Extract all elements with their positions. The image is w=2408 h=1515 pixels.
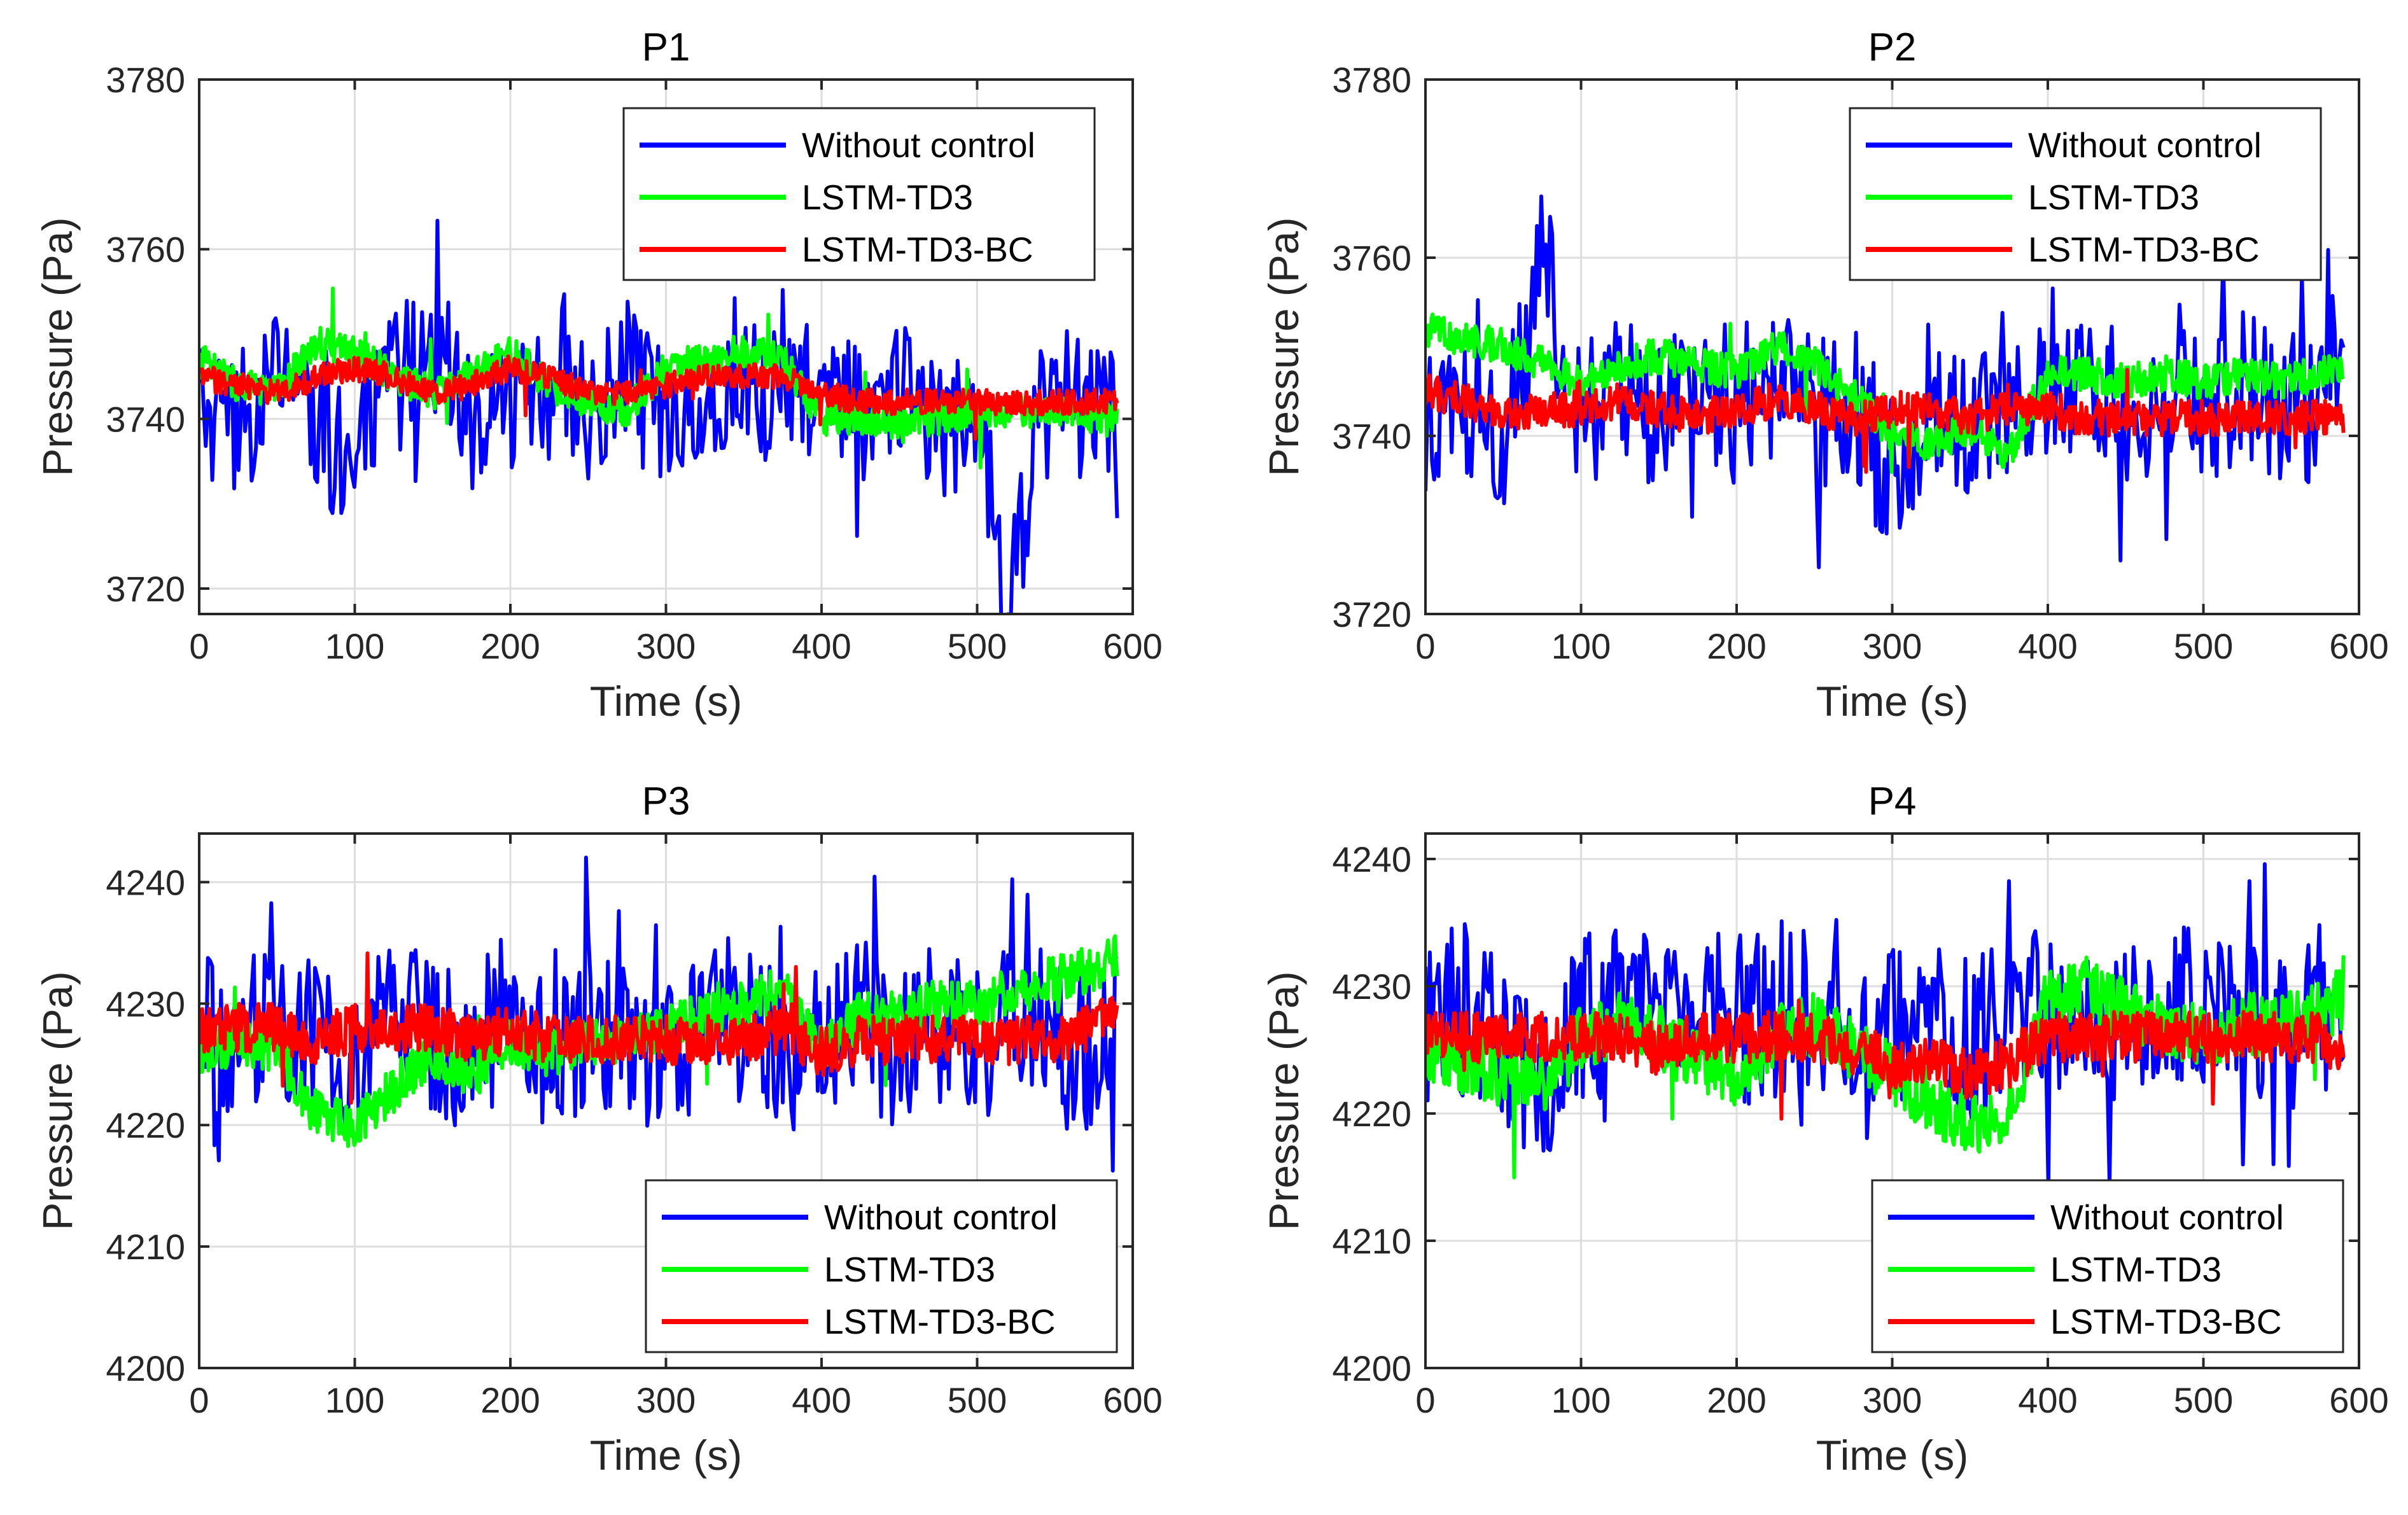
chart-title: P3 — [642, 779, 690, 823]
y-tick-label: 4200 — [1332, 1348, 1411, 1388]
series-line-without-control — [1425, 862, 2346, 1190]
x-tick-label: 200 — [480, 1380, 540, 1420]
x-tick-label: 600 — [2329, 626, 2388, 666]
legend-entry: Without control — [802, 125, 1035, 165]
x-tick-label: 200 — [480, 626, 540, 666]
x-tick-label: 100 — [1551, 1380, 1611, 1420]
x-tick-label: 100 — [325, 1380, 384, 1420]
legend: Without control LSTM-TD3 LSTM-TD3-BC — [622, 107, 1096, 281]
x-tick-label: 300 — [636, 626, 696, 666]
x-tick-label: 300 — [636, 1380, 696, 1420]
legend: Without control LSTM-TD3 LSTM-TD3-BC — [1849, 107, 2322, 281]
x-tick-label: 600 — [1103, 1380, 1162, 1420]
y-tick-label: 4230 — [1332, 967, 1411, 1007]
legend-entry: LSTM-TD3-BC — [824, 1302, 1056, 1341]
chart-title: P1 — [642, 25, 690, 69]
series-line-lstm-td3-bc — [1425, 368, 2346, 474]
x-tick-label: 400 — [2018, 626, 2077, 666]
x-tick-label: 600 — [2329, 1380, 2388, 1420]
series-group — [199, 218, 1119, 614]
series-line-lstm-td3-bc — [1425, 998, 2346, 1121]
legend-entry: Without control — [2028, 125, 2262, 165]
y-tick-label: 3760 — [1332, 238, 1411, 278]
x-tick-label: 500 — [2174, 1380, 2233, 1420]
x-tick-label: 200 — [1707, 626, 1766, 666]
x-tick-label: 0 — [1415, 626, 1435, 666]
legend-entry: LSTM-TD3 — [824, 1250, 995, 1289]
series-group — [1425, 862, 2346, 1190]
legend-entry: LSTM-TD3 — [2028, 178, 2199, 217]
x-tick-label: 0 — [189, 626, 209, 666]
x-tick-label: 500 — [948, 1380, 1007, 1420]
y-axis-label: Pressure (Pa) — [1260, 971, 1307, 1230]
x-tick-label: 400 — [792, 1380, 851, 1420]
y-tick-label: 4210 — [106, 1227, 185, 1267]
y-tick-label: 4230 — [106, 984, 185, 1024]
legend: Without control LSTM-TD3 LSTM-TD3-BC — [1871, 1179, 2344, 1353]
y-tick-label: 4220 — [106, 1105, 185, 1145]
y-tick-label: 4240 — [1332, 839, 1411, 879]
x-tick-label: 600 — [1103, 626, 1162, 666]
y-tick-label: 3720 — [106, 569, 185, 609]
panel-p1: 0 100 200 300 400 500 600 3720 3740 3760 3780 P1 Tim… — [34, 25, 1163, 725]
series-line-lstm-td3-bc — [199, 951, 1119, 1105]
x-axis-label: Time (s) — [590, 678, 743, 725]
y-tick-label: 3740 — [1332, 416, 1411, 456]
y-tick-label: 3760 — [106, 230, 185, 270]
x-tick-label: 200 — [1707, 1380, 1766, 1420]
series-group — [199, 855, 1119, 1173]
series-line-without-control — [199, 218, 1119, 614]
chart-title: P4 — [1868, 779, 1917, 823]
panel-p3: 0 100 200 300 400 500 600 4200 4210 4220 4230 4240 P… — [34, 779, 1163, 1479]
legend-entry: LSTM-TD3 — [802, 178, 973, 217]
legend-entry: LSTM-TD3-BC — [2028, 230, 2260, 269]
y-axis-label: Pressure (Pa) — [1260, 217, 1307, 476]
x-tick-label: 500 — [948, 626, 1007, 666]
x-axis-label: Time (s) — [1816, 1432, 1969, 1479]
series-line-lstm-td3-bc — [199, 354, 1119, 441]
x-axis-label: Time (s) — [1816, 678, 1969, 725]
panel-p2: 0 100 200 300 400 500 600 3720 3740 3760 3780 P2 Tim… — [1260, 25, 2389, 725]
legend: Without control LSTM-TD3 LSTM-TD3-BC — [645, 1179, 1118, 1353]
legend-entry: LSTM-TD3-BC — [802, 230, 1033, 269]
y-tick-label: 4240 — [106, 862, 185, 902]
y-axis-label: Pressure (Pa) — [34, 971, 81, 1230]
y-tick-label: 4200 — [106, 1348, 185, 1388]
x-tick-label: 300 — [1863, 1380, 1922, 1420]
panel-p4: 0 100 200 300 400 500 600 4200 4210 4220 4230 4240 P… — [1260, 779, 2389, 1479]
y-tick-label: 4220 — [1332, 1094, 1411, 1134]
y-tick-label: 3780 — [1332, 60, 1411, 100]
series-group — [1425, 194, 2346, 569]
y-tick-label: 3740 — [106, 399, 185, 439]
y-tick-label: 3780 — [106, 60, 185, 100]
chart-title: P2 — [1868, 25, 1917, 69]
x-tick-label: 100 — [325, 626, 384, 666]
y-axis-label: Pressure (Pa) — [34, 217, 81, 476]
legend-entry: Without control — [2050, 1197, 2284, 1237]
x-tick-label: 500 — [2174, 626, 2233, 666]
x-tick-label: 0 — [189, 1380, 209, 1420]
x-tick-label: 400 — [2018, 1380, 2077, 1420]
y-tick-label: 3720 — [1332, 594, 1411, 634]
x-tick-label: 0 — [1415, 1380, 1435, 1420]
x-tick-label: 400 — [792, 626, 851, 666]
y-tick-label: 4210 — [1332, 1221, 1411, 1261]
legend-entry: LSTM-TD3-BC — [2050, 1302, 2282, 1341]
legend-entry: Without control — [824, 1197, 1058, 1237]
legend-entry: LSTM-TD3 — [2050, 1250, 2222, 1289]
x-tick-label: 300 — [1863, 626, 1922, 666]
x-tick-label: 100 — [1551, 626, 1611, 666]
x-axis-label: Time (s) — [590, 1432, 743, 1479]
